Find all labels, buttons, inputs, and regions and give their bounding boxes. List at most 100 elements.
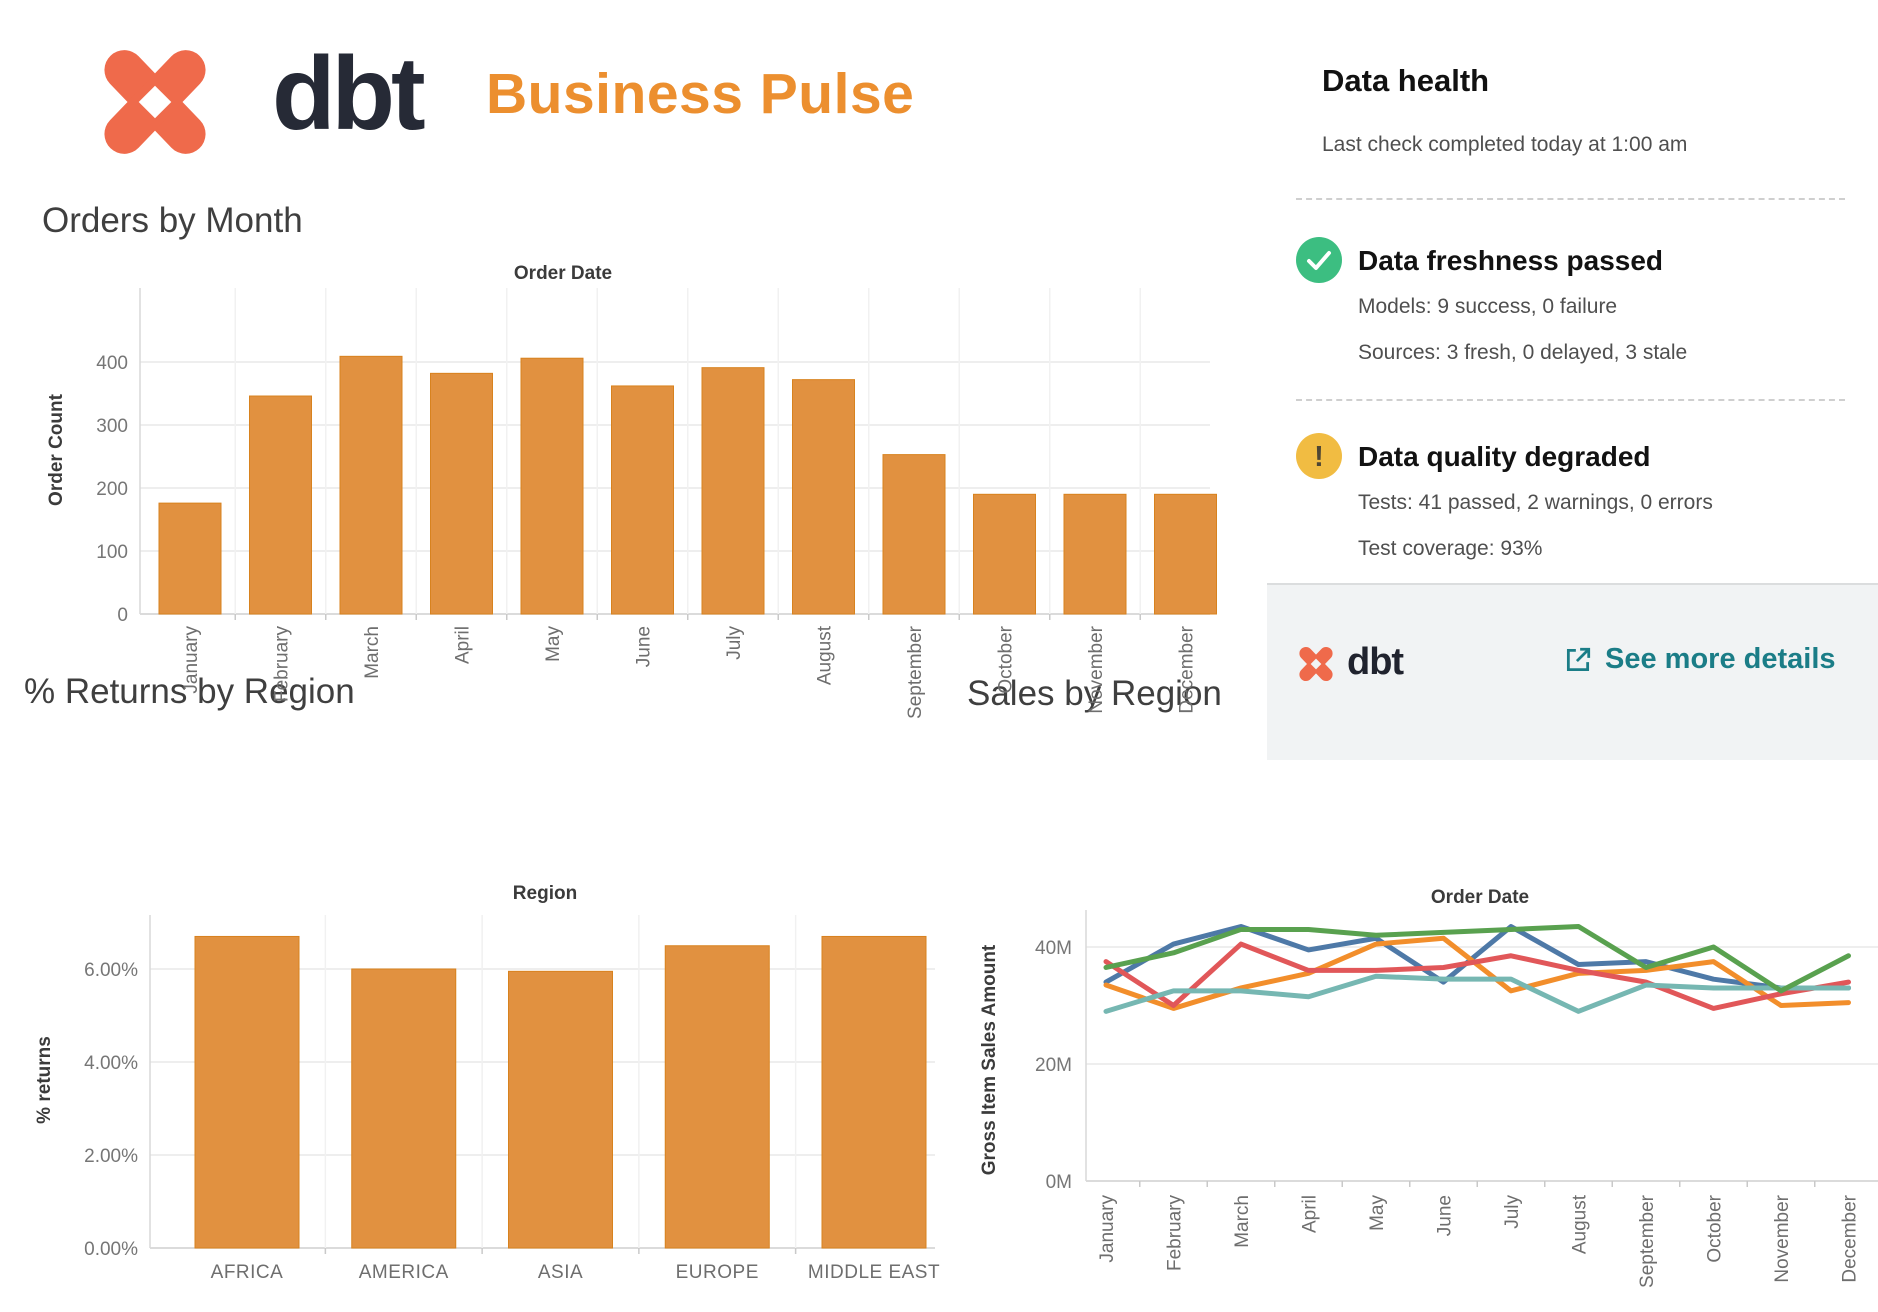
data-health-footer: dbt See more details bbox=[1267, 583, 1878, 760]
bar-december[interactable] bbox=[1154, 493, 1217, 615]
svg-text:% returns: % returns bbox=[34, 1036, 55, 1124]
line-africa[interactable] bbox=[1103, 924, 1851, 991]
svg-text:May: May bbox=[1367, 1195, 1388, 1231]
svg-text:November: November bbox=[1772, 1194, 1793, 1282]
status-detail: Sources: 3 fresh, 0 delayed, 3 stale bbox=[1358, 341, 1688, 364]
svg-text:AFRICA: AFRICA bbox=[211, 1262, 284, 1283]
divider bbox=[1296, 198, 1845, 200]
svg-text:EUROPE: EUROPE bbox=[676, 1262, 759, 1283]
line-middle-east[interactable] bbox=[1103, 924, 1851, 994]
returns-chart-title: % Returns by Region bbox=[24, 672, 355, 711]
line-asia[interactable] bbox=[1103, 941, 1851, 1011]
external-link-icon bbox=[1563, 645, 1593, 675]
svg-text:December: December bbox=[1840, 1194, 1861, 1282]
status-detail: Models: 9 success, 0 failure bbox=[1358, 295, 1618, 318]
svg-text:June: June bbox=[1435, 1195, 1456, 1236]
svg-text:March: March bbox=[362, 626, 383, 679]
page-title: Business Pulse bbox=[486, 62, 915, 126]
svg-text:2.00%: 2.00% bbox=[84, 1146, 138, 1167]
see-more-details-label: See more details bbox=[1605, 643, 1836, 675]
data-health-title: Data health bbox=[1322, 63, 1490, 98]
bar-november[interactable] bbox=[1063, 493, 1127, 615]
bar-august[interactable] bbox=[792, 379, 855, 615]
svg-text:January: January bbox=[1097, 1195, 1118, 1263]
status-title: Data quality degraded bbox=[1358, 441, 1651, 472]
sales-chart-title: Sales by Region bbox=[967, 674, 1222, 713]
divider bbox=[1296, 399, 1845, 401]
bar-september[interactable] bbox=[882, 454, 946, 615]
svg-text:!: ! bbox=[1314, 441, 1324, 473]
svg-text:June: June bbox=[634, 626, 655, 667]
svg-text:Gross Item Sales Amount: Gross Item Sales Amount bbox=[979, 944, 1000, 1175]
svg-text:0M: 0M bbox=[1046, 1172, 1072, 1193]
bar-april[interactable] bbox=[430, 372, 493, 615]
orders-by-month-chart: 0 100 200 300 400 Order Date Order Count Januar… bbox=[46, 263, 1217, 719]
svg-text:September: September bbox=[1637, 1194, 1658, 1288]
svg-text:August: August bbox=[1570, 1194, 1591, 1254]
dbt-logo-icon bbox=[1293, 643, 1339, 685]
svg-text:Order Date: Order Date bbox=[514, 263, 612, 284]
svg-text:400: 400 bbox=[96, 353, 128, 374]
svg-text:MIDDLE EAST: MIDDLE EAST bbox=[808, 1262, 940, 1283]
bar-march[interactable] bbox=[339, 355, 403, 615]
svg-text:January: January bbox=[181, 626, 202, 694]
svg-text:40M: 40M bbox=[1035, 938, 1072, 959]
svg-text:AMERICA: AMERICA bbox=[359, 1262, 449, 1283]
bar-january[interactable] bbox=[158, 502, 222, 615]
status-title: Data freshness passed bbox=[1358, 245, 1664, 276]
svg-text:October: October bbox=[996, 625, 1017, 693]
bar-asia[interactable] bbox=[508, 970, 613, 1249]
svg-text:Order Count: Order Count bbox=[46, 393, 67, 506]
svg-text:100: 100 bbox=[96, 542, 128, 563]
status-quality: ! Data quality degraded Tests: 41 passed… bbox=[1296, 433, 1856, 583]
dbt-footer-wordmark: dbt bbox=[1347, 641, 1404, 683]
svg-text:April: April bbox=[453, 626, 474, 664]
svg-text:February: February bbox=[1165, 1195, 1186, 1272]
svg-text:September: September bbox=[905, 625, 926, 719]
status-detail: Tests: 41 passed, 2 warnings, 0 errors bbox=[1358, 491, 1713, 514]
orders-chart-title: Orders by Month bbox=[42, 201, 303, 240]
sales-by-region-chart: 0M 20M 40M Order Date Gross Item Sales Amoun… bbox=[979, 887, 1878, 1288]
bar-october[interactable] bbox=[973, 493, 1036, 615]
data-health-subtitle: Last check completed today at 1:00 am bbox=[1322, 133, 1688, 156]
returns-by-region-chart: 0.00% 2.00% 4.00% 6.00% Region % returns AFRIC… bbox=[34, 883, 940, 1283]
svg-text:November: November bbox=[1086, 625, 1107, 713]
line-america[interactable] bbox=[1103, 935, 1851, 1011]
svg-text:300: 300 bbox=[96, 416, 128, 437]
svg-text:October: October bbox=[1705, 1194, 1726, 1262]
bar-america[interactable] bbox=[351, 968, 457, 1249]
svg-text:July: July bbox=[724, 626, 745, 660]
bar-africa[interactable] bbox=[194, 935, 300, 1249]
svg-text:6.00%: 6.00% bbox=[84, 960, 138, 981]
check-circle-icon bbox=[1296, 237, 1342, 283]
bar-middle-east[interactable] bbox=[821, 935, 927, 1249]
see-more-details-link[interactable]: See more details bbox=[1563, 643, 1836, 676]
svg-text:200: 200 bbox=[96, 479, 128, 500]
svg-text:20M: 20M bbox=[1035, 1055, 1072, 1076]
bar-europe[interactable] bbox=[664, 945, 770, 1249]
svg-text:ASIA: ASIA bbox=[538, 1262, 583, 1283]
bar-may[interactable] bbox=[520, 357, 584, 615]
svg-text:July: July bbox=[1502, 1195, 1523, 1229]
line-europe[interactable] bbox=[1103, 973, 1851, 1014]
data-health-panel: Data health Last check completed today a… bbox=[1290, 55, 1878, 771]
svg-text:December: December bbox=[1177, 625, 1198, 713]
svg-text:0: 0 bbox=[117, 605, 128, 626]
svg-text:March: March bbox=[1232, 1195, 1253, 1248]
bar-june[interactable] bbox=[611, 385, 674, 615]
dbt-wordmark: dbt bbox=[272, 36, 426, 152]
bar-february[interactable] bbox=[249, 395, 312, 615]
bar-july[interactable] bbox=[701, 367, 765, 615]
svg-text:April: April bbox=[1300, 1195, 1321, 1233]
svg-text:August: August bbox=[815, 625, 836, 685]
svg-text:February: February bbox=[272, 626, 293, 703]
svg-text:Region: Region bbox=[513, 883, 577, 904]
svg-text:May: May bbox=[543, 626, 564, 662]
svg-text:4.00%: 4.00% bbox=[84, 1053, 138, 1074]
dbt-logo-icon bbox=[80, 38, 230, 166]
warning-circle-icon: ! bbox=[1296, 433, 1342, 479]
svg-text:0.00%: 0.00% bbox=[84, 1239, 138, 1260]
status-detail: Test coverage: 93% bbox=[1358, 537, 1543, 560]
svg-text:Order Date: Order Date bbox=[1431, 887, 1529, 908]
